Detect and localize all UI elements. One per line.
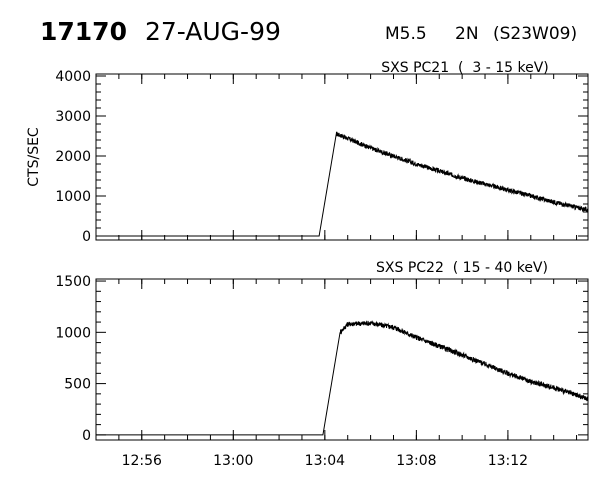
y-tick-label: 3000 (55, 109, 91, 125)
x-tick-label: 13:04 (305, 453, 345, 469)
y-tick-label: 4000 (55, 69, 91, 85)
y-axis-label: CTS/SEC (26, 127, 42, 187)
x-tick-label: 12:56 (122, 453, 162, 469)
y-tick-label: 1500 (55, 274, 91, 290)
y-tick-label: 0 (82, 229, 91, 245)
series-line-1 (96, 131, 589, 237)
event-date: 27-AUG-99 (145, 17, 281, 46)
optical-class: 2N (455, 24, 479, 44)
plot-frame-2 (95, 278, 589, 441)
y-tick-label: 0 (82, 428, 91, 444)
event-id: 17170 (40, 17, 127, 46)
panel-title-1: SXS PC21 ( 3 - 15 keV) (381, 60, 549, 76)
series-line-2 (95, 320, 589, 436)
y-tick-label: 500 (64, 377, 91, 393)
x-tick-label: 13:08 (396, 453, 436, 469)
panel-title-2: SXS PC22 ( 15 - 40 keV) (376, 260, 548, 276)
y-tick-label: 1000 (55, 189, 91, 205)
y-tick-label: 1000 (55, 325, 91, 341)
x-tick-label: 13:00 (213, 453, 253, 469)
goes-class: M5.5 (385, 24, 427, 44)
flare-location: (S23W09) (493, 24, 577, 44)
plot-frame-1 (95, 73, 589, 241)
y-tick-label: 2000 (55, 149, 91, 165)
x-tick-label: 13:12 (488, 453, 528, 469)
